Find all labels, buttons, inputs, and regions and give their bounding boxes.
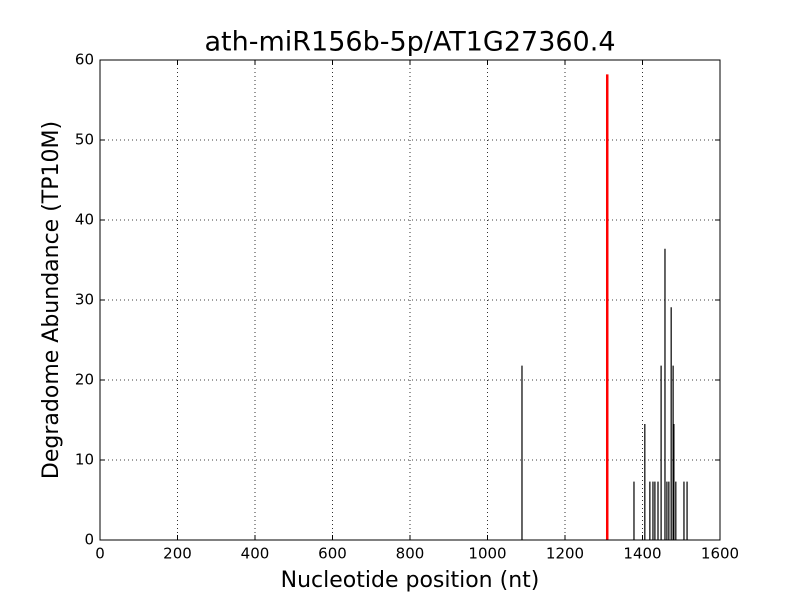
x-tick-label: 400 bbox=[241, 545, 270, 563]
marks bbox=[521, 74, 688, 540]
y-tick-label: 40 bbox=[75, 211, 94, 229]
y-tick-label: 60 bbox=[75, 51, 94, 69]
x-tick-label: 1000 bbox=[468, 545, 506, 563]
y-tick-label: 30 bbox=[75, 291, 94, 309]
y-axis-label: Degradome Abundance (TP10M) bbox=[39, 121, 64, 479]
x-tick-label: 1200 bbox=[546, 545, 584, 563]
x-tick-label: 1400 bbox=[623, 545, 661, 563]
x-axis-label: Nucleotide position (nt) bbox=[281, 568, 540, 593]
x-tick-label: 0 bbox=[95, 545, 105, 563]
x-tick-label: 1600 bbox=[701, 545, 739, 563]
x-tick-label: 200 bbox=[163, 545, 192, 563]
y-tick-label: 50 bbox=[75, 131, 94, 149]
y-tick-label: 10 bbox=[75, 451, 94, 469]
y-tick-label: 20 bbox=[75, 371, 94, 389]
x-tick-label: 800 bbox=[396, 545, 425, 563]
chart-title: ath-miR156b-5p/AT1G27360.4 bbox=[205, 27, 616, 58]
x-tick-label: 600 bbox=[318, 545, 347, 563]
y-tick-label: 0 bbox=[84, 531, 94, 549]
